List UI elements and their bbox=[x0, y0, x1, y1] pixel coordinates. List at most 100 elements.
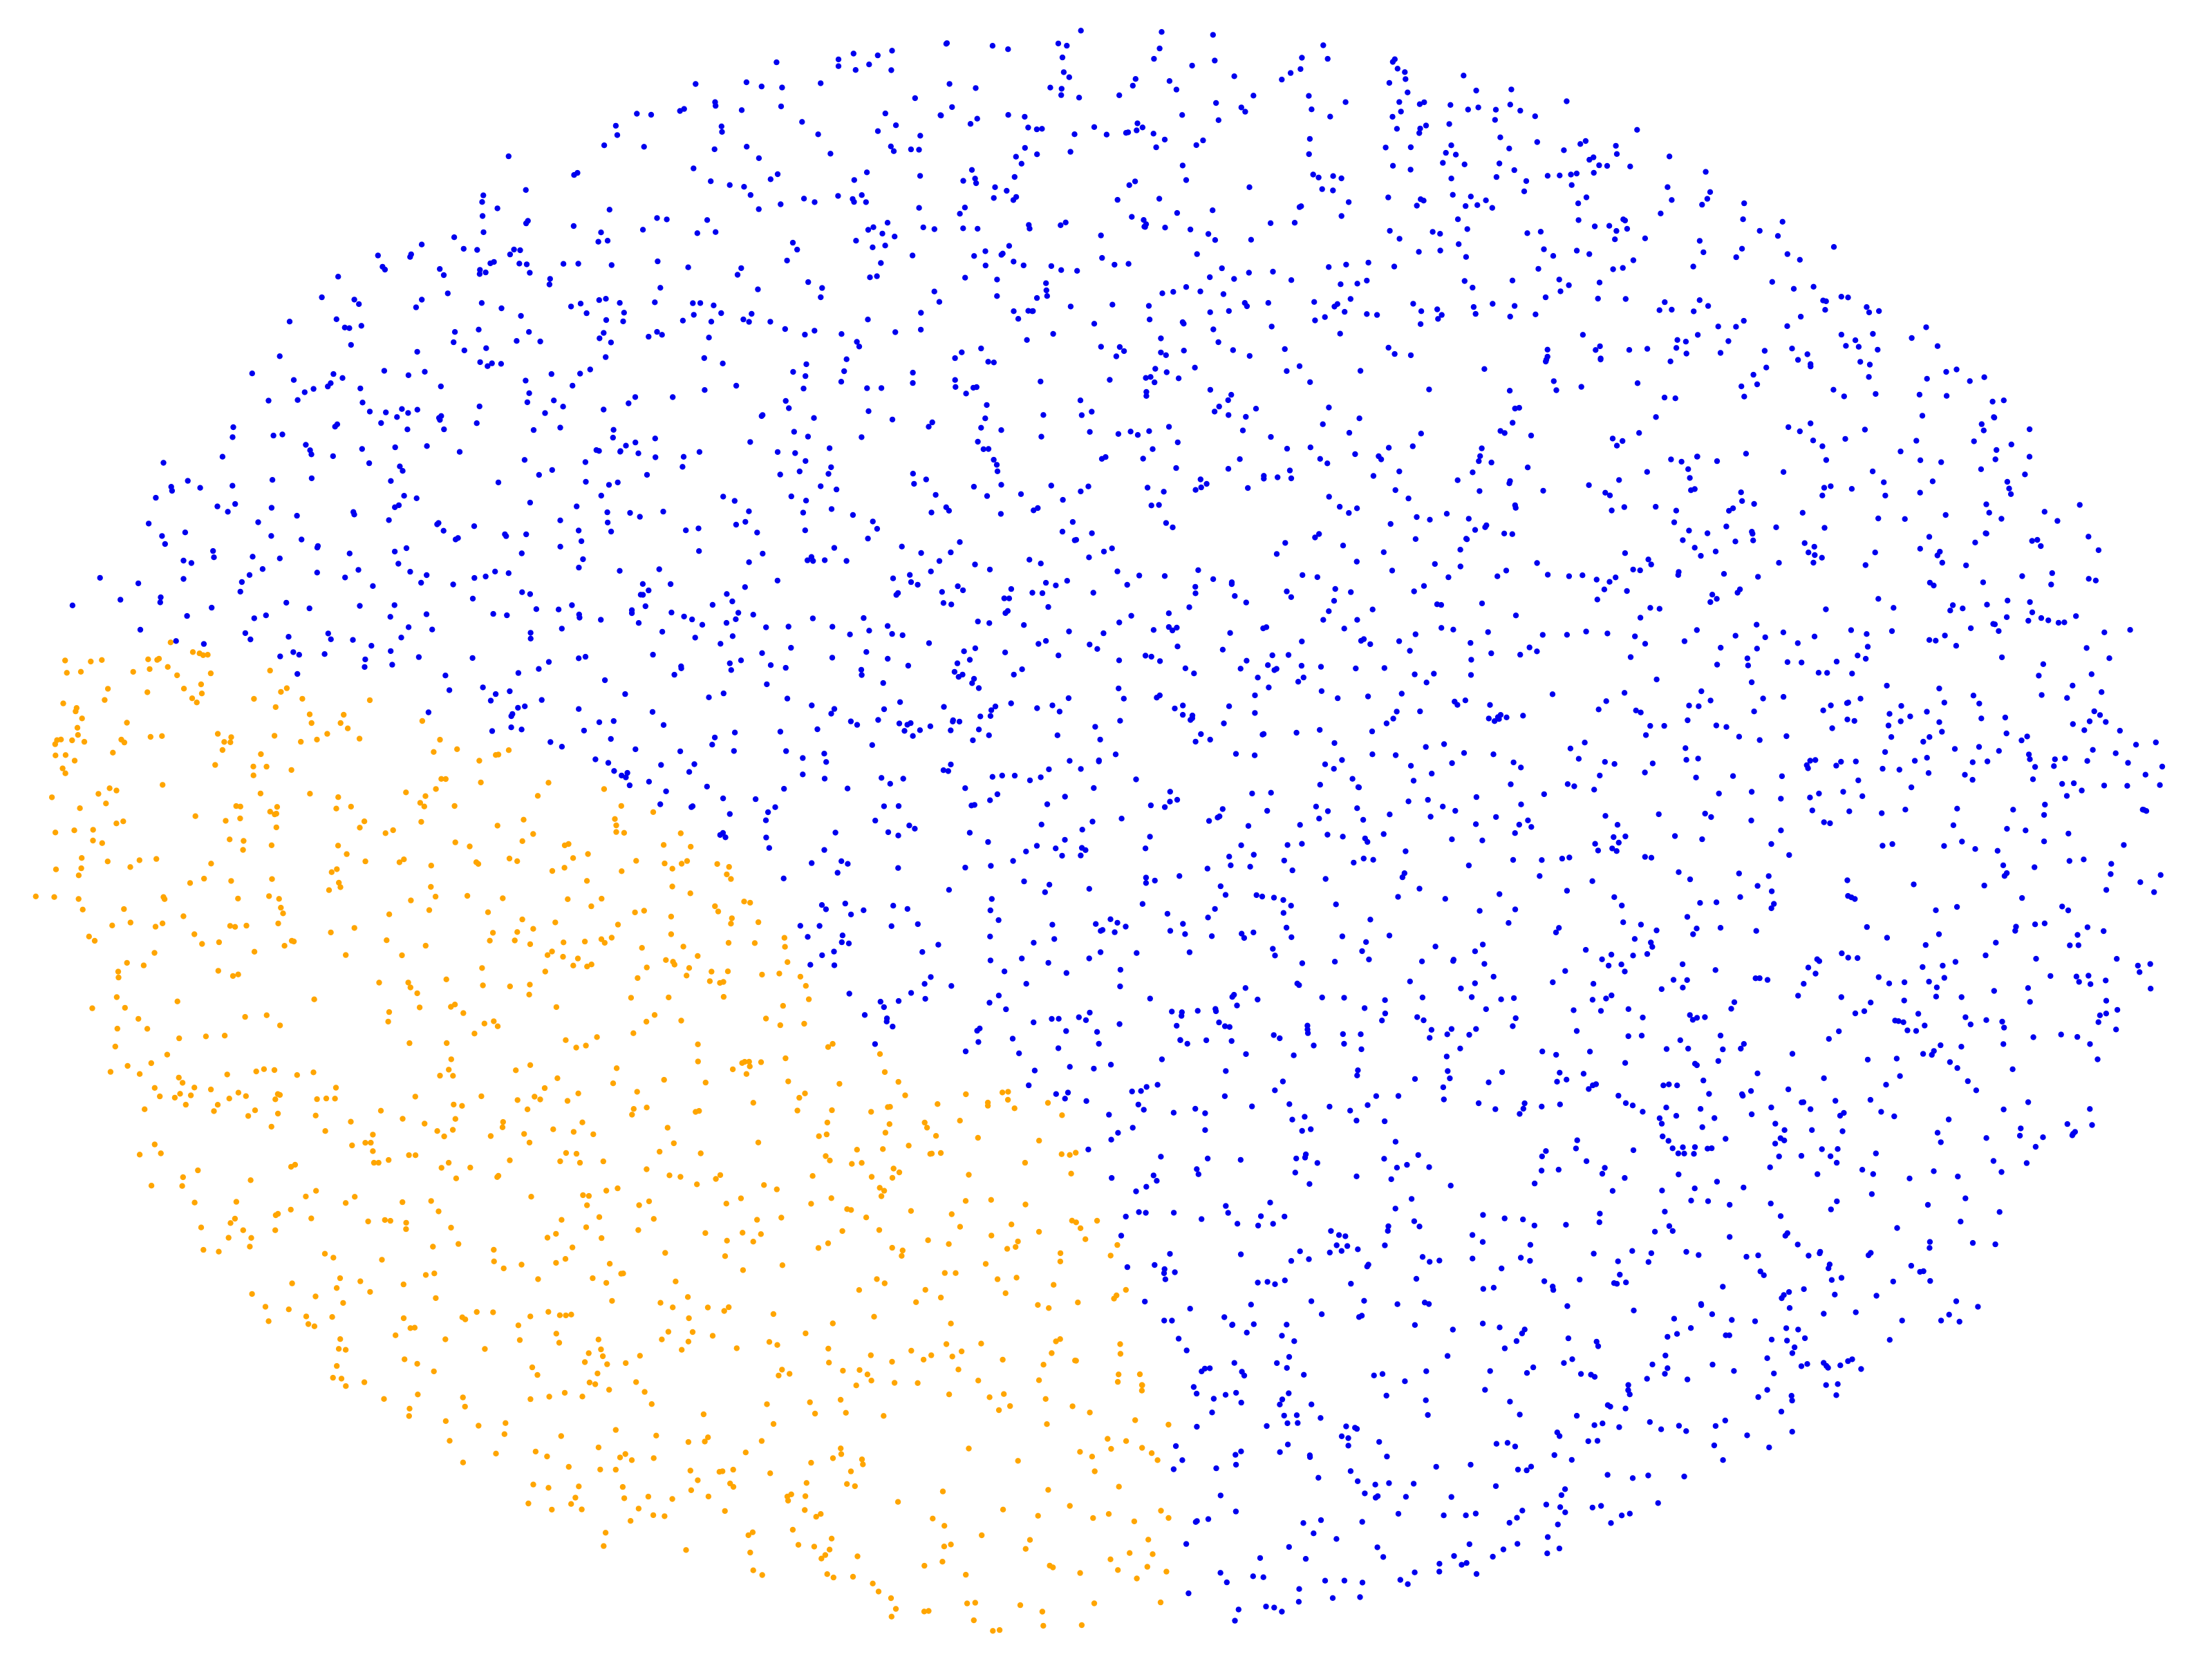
blue-point bbox=[948, 601, 955, 608]
orange-point bbox=[635, 1227, 641, 1233]
blue-point bbox=[945, 768, 952, 774]
blue-point bbox=[1210, 326, 1217, 332]
blue-point bbox=[1875, 515, 1882, 522]
blue-point bbox=[994, 276, 1000, 283]
blue-point bbox=[2032, 764, 2038, 770]
orange-point bbox=[779, 1262, 786, 1268]
blue-point bbox=[847, 718, 854, 724]
orange-point bbox=[892, 1606, 899, 1612]
blue-point bbox=[1604, 162, 1611, 169]
orange-point bbox=[1057, 1250, 1064, 1257]
blue-point bbox=[1040, 412, 1047, 418]
blue-point bbox=[1564, 98, 1570, 104]
orange-point bbox=[467, 1164, 474, 1171]
blue-point bbox=[1677, 1037, 1683, 1044]
blue-point bbox=[1509, 531, 1515, 537]
blue-point bbox=[583, 310, 590, 317]
blue-point bbox=[1568, 1456, 1575, 1463]
orange-point bbox=[242, 1013, 248, 1020]
orange-point bbox=[563, 1312, 569, 1319]
orange-point bbox=[1059, 1112, 1065, 1118]
blue-point bbox=[1229, 994, 1235, 1000]
blue-point bbox=[1691, 1151, 1697, 1157]
blue-point bbox=[2086, 718, 2093, 724]
blue-point bbox=[2064, 1121, 2070, 1127]
blue-point bbox=[1182, 665, 1189, 671]
blue-point bbox=[1789, 1429, 1795, 1435]
blue-point bbox=[1192, 364, 1198, 371]
blue-point bbox=[614, 132, 621, 138]
blue-point bbox=[1410, 778, 1417, 784]
blue-point bbox=[1947, 608, 1953, 614]
blue-point bbox=[882, 110, 889, 117]
orange-point bbox=[1004, 1246, 1011, 1252]
orange-point bbox=[160, 782, 166, 788]
blue-point bbox=[2052, 756, 2058, 762]
blue-point bbox=[1506, 1519, 1512, 1526]
blue-point bbox=[229, 434, 236, 440]
blue-point bbox=[1717, 350, 1724, 356]
blue-point bbox=[1515, 1466, 1521, 1473]
blue-point bbox=[518, 312, 524, 319]
blue-point bbox=[1306, 93, 1312, 99]
blue-point bbox=[307, 447, 313, 453]
blue-point bbox=[915, 581, 921, 588]
blue-point bbox=[1378, 456, 1385, 462]
orange-point bbox=[662, 1513, 668, 1519]
blue-point bbox=[1868, 1000, 1874, 1006]
orange-point bbox=[549, 1506, 555, 1513]
blue-point bbox=[1253, 892, 1259, 899]
blue-point bbox=[1812, 552, 1818, 559]
orange-point bbox=[494, 1023, 501, 1029]
blue-point bbox=[2141, 807, 2147, 813]
blue-point bbox=[1213, 1465, 1219, 1472]
blue-point bbox=[1821, 485, 1828, 491]
blue-point bbox=[916, 205, 922, 211]
blue-point bbox=[1300, 674, 1307, 681]
blue-point bbox=[1920, 964, 1926, 971]
orange-point bbox=[1077, 1570, 1083, 1576]
orange-point bbox=[863, 1215, 870, 1221]
blue-point bbox=[1322, 1577, 1329, 1584]
blue-point bbox=[1862, 655, 1869, 662]
blue-point bbox=[1463, 1512, 1469, 1519]
blue-point bbox=[635, 450, 641, 456]
blue-point bbox=[1619, 902, 1625, 909]
orange-point bbox=[491, 1018, 497, 1024]
blue-point bbox=[229, 482, 236, 489]
orange-point bbox=[1123, 1286, 1130, 1293]
blue-point bbox=[1955, 1173, 1961, 1180]
blue-point bbox=[917, 133, 924, 139]
blue-point bbox=[1341, 1040, 1347, 1047]
orange-point bbox=[381, 1396, 387, 1403]
blue-point bbox=[1531, 1180, 1538, 1187]
blue-point bbox=[1820, 707, 1826, 713]
orange-point bbox=[590, 1275, 596, 1282]
blue-point bbox=[1764, 1387, 1770, 1393]
blue-point bbox=[1428, 1027, 1435, 1033]
blue-point bbox=[1179, 112, 1185, 118]
orange-point bbox=[250, 772, 256, 778]
blue-point bbox=[1621, 690, 1628, 696]
orange-point bbox=[216, 939, 223, 946]
blue-point bbox=[1599, 1170, 1606, 1177]
blue-point bbox=[1346, 509, 1352, 516]
blue-point bbox=[788, 644, 794, 651]
blue-point bbox=[1421, 1300, 1428, 1306]
orange-point bbox=[762, 1015, 769, 1022]
orange-point bbox=[650, 1216, 657, 1222]
blue-point bbox=[985, 359, 991, 365]
blue-point bbox=[1751, 500, 1757, 507]
blue-point bbox=[1468, 657, 1474, 663]
blue-point bbox=[709, 601, 716, 608]
blue-point bbox=[598, 617, 604, 623]
blue-point bbox=[1510, 1023, 1516, 1029]
blue-point bbox=[1449, 760, 1455, 767]
blue-point bbox=[1553, 1051, 1559, 1058]
blue-point bbox=[1655, 1500, 1661, 1506]
blue-point bbox=[1327, 113, 1333, 120]
blue-point bbox=[781, 785, 787, 792]
orange-point bbox=[422, 1272, 429, 1278]
blue-point bbox=[974, 115, 980, 122]
orange-point bbox=[151, 1085, 158, 1091]
